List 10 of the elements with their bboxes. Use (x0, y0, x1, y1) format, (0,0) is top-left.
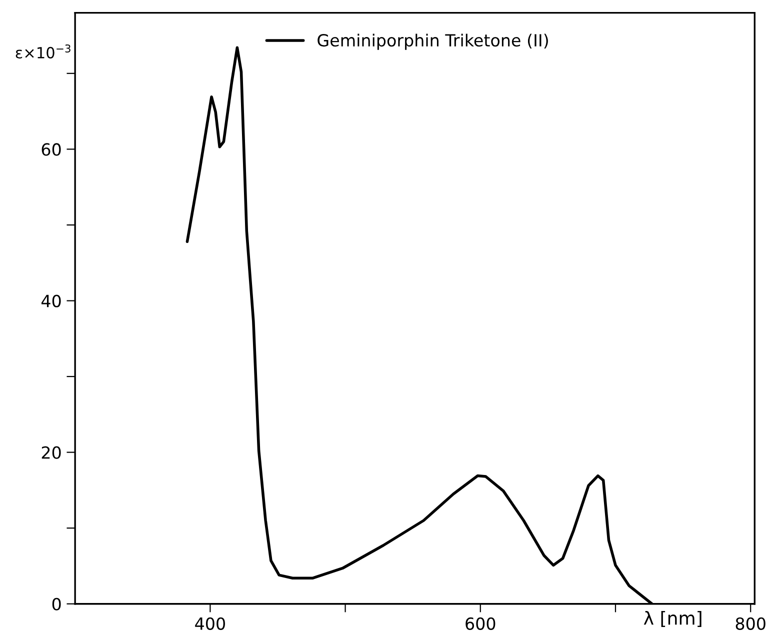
y-tick-label: 20 (42, 446, 61, 459)
legend-label: Geminiporphin Triketone (II) (318, 34, 548, 50)
y-tick-label: 0 (52, 598, 61, 610)
x-tick-label: 400 (195, 617, 225, 630)
y-axis-title: ε×10$^{−3}$ (16, 44, 70, 58)
x-tick-label: 600 (466, 617, 496, 630)
y-tick-label: 40 (41, 294, 61, 308)
x-axis-title: λ [nm] (644, 610, 702, 628)
y-tick-label: 60 (42, 143, 61, 156)
x-tick-label: 800 (736, 617, 766, 630)
